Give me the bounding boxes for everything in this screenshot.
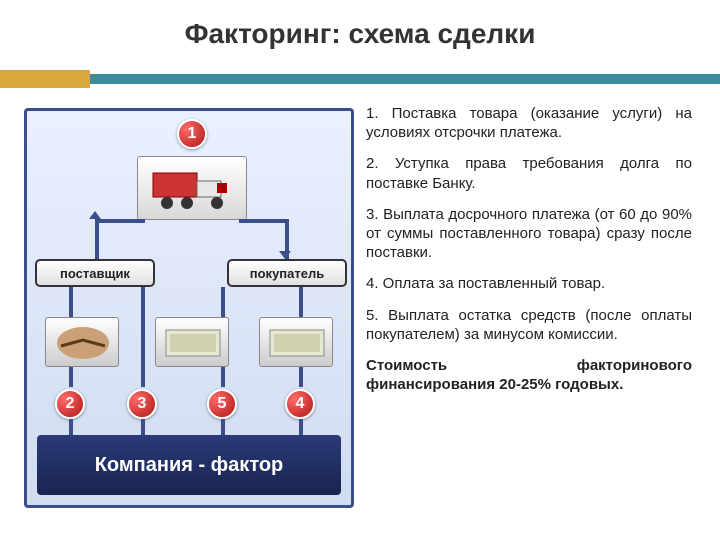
- slide-title: Факторинг: схема сделки: [0, 0, 720, 56]
- step-text-3: 3. Выплата досрочного платежа (от 60 до …: [366, 205, 692, 263]
- step-text-1: 1. Поставка товара (оказание услуги) на …: [366, 104, 692, 142]
- money-image-1: [155, 317, 229, 367]
- factor-company-box: Компания - фактор: [37, 435, 341, 495]
- step-text-5: 5. Выплата остатка средств (после оплаты…: [366, 306, 692, 344]
- handshake-image: [45, 317, 119, 367]
- factoring-flowchart: 1: [24, 108, 354, 508]
- footer-cost: Стоимость факторинового финансирования 2…: [366, 356, 692, 394]
- accent-bar: [0, 70, 720, 88]
- step-circle-3: 3: [127, 389, 157, 419]
- step-circle-1: 1: [177, 119, 207, 149]
- buyer-box: покупатель: [227, 259, 347, 287]
- supplier-box: поставщик: [35, 259, 155, 287]
- description-panel: 1. Поставка товара (оказание услуги) на …: [360, 100, 720, 540]
- step-circle-2: 2: [55, 389, 85, 419]
- step-circle-4: 4: [285, 389, 315, 419]
- step-text-2: 2. Уступка права требования долга по пос…: [366, 154, 692, 192]
- truck-image: [137, 156, 247, 220]
- money-image-2: [259, 317, 333, 367]
- diagram-panel: 1: [0, 100, 360, 540]
- step-text-4: 4. Оплата за поставленный товар.: [366, 274, 692, 293]
- step-circle-5: 5: [207, 389, 237, 419]
